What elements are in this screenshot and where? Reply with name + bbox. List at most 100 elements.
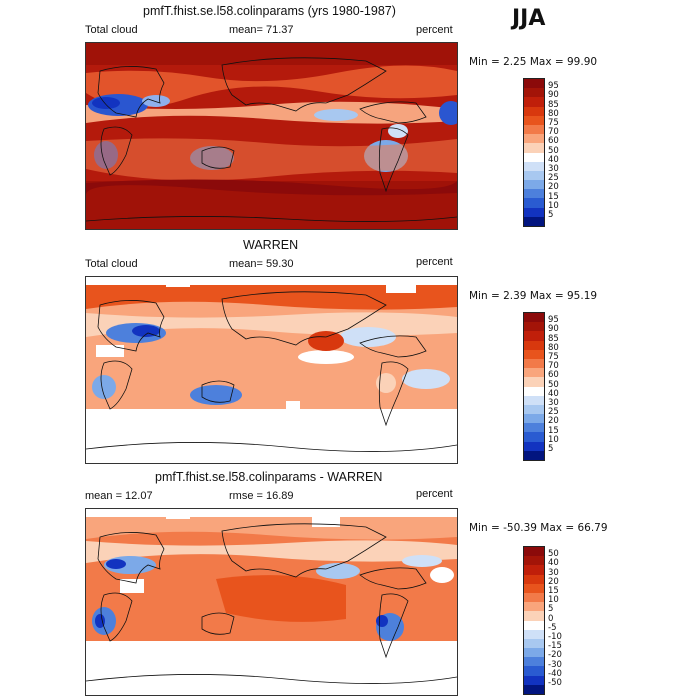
colorbar-swatch [524,404,544,415]
colorbar-tick-label: 30 [548,164,559,174]
panel-3-rmse-label: rmse = 16.89 [229,490,294,502]
colorbar-tick-label: 15 [548,425,559,436]
colorbar-tick-label: 85 [548,333,559,344]
colorbar-swatch [524,198,544,208]
colorbar-tick-label: -30 [548,659,562,670]
panel-2-variable-label: Total cloud [85,258,138,270]
colorbar-tick-label: 40 [548,388,559,399]
colorbar-tick-label: 10 [548,200,559,211]
colorbar-swatch [524,386,544,396]
colorbar-swatch [524,322,544,332]
colorbar-swatch [524,377,544,387]
colorbar-swatch [524,547,544,557]
colorbar-tick-label: 0 [548,613,554,624]
colorbar-tick-label: 30 [548,567,559,578]
colorbar-swatch [524,106,544,116]
panel-2-mean-label: mean= 59.30 [229,258,294,270]
colorbar-swatch [524,180,544,190]
colorbar-tick-label: 10 [548,595,559,606]
colorbar-tick-label: -20 [548,650,562,661]
season-label: JJA [512,6,546,31]
colorbar-tick-label: -15 [548,641,562,652]
colorbar-swatch [524,648,544,658]
colorbar-swatch [524,583,544,593]
colorbar-swatch [524,368,544,378]
colorbar-tick-label: -50 [548,678,562,688]
panel-2-colorbar [523,312,545,461]
colorbar-swatch [524,629,544,639]
panel-1-variable-label: Total cloud [85,24,138,36]
colorbar-swatch [524,358,544,369]
colorbar-swatch [524,134,544,144]
colorbar-tick-label: 70 [548,127,559,138]
colorbar-tick-label: 10 [548,434,559,445]
colorbar-tick-label: 15 [548,191,559,202]
colorbar-tick-label: 50 [548,145,559,156]
colorbar-swatch [524,414,544,424]
colorbar-swatch [524,331,544,341]
colorbar-swatch [524,441,544,451]
colorbar-tick-label: 25 [548,407,559,418]
colorbar-swatch [524,79,544,89]
colorbar-swatch [524,675,544,685]
colorbar-swatch [524,115,544,125]
panel-1-coastlines [86,57,457,222]
panel-2-coastlines [86,291,457,452]
colorbar-swatch [524,207,544,217]
colorbar-swatch [524,423,544,433]
colorbar-tick-label: 80 [548,342,559,353]
panel-1-map [85,42,458,230]
panel-3-map [85,508,458,696]
colorbar-tick-label: 40 [548,154,559,165]
colorbar-tick-label: 95 [548,315,559,326]
colorbar-swatch [524,574,544,584]
panel-1-minmax: Min = 2.25 Max = 99.90 [469,56,598,68]
colorbar-swatch [524,216,544,226]
panel-3-minmax: Min = -50.39 Max = 66.79 [469,522,608,534]
colorbar-tick-label: 50 [548,379,559,390]
panel-2-map [85,276,458,464]
colorbar-swatch [524,666,544,676]
colorbar-swatch [524,450,544,460]
colorbar-tick-label: 90 [548,90,559,101]
panel-1-colorbar [523,78,545,227]
colorbar-tick-label: 5 [548,604,554,615]
colorbar-tick-label: 75 [548,352,559,362]
colorbar-swatch [524,124,544,135]
colorbar-swatch [524,657,544,667]
panel-2-cloud-field [86,277,457,463]
colorbar-tick-label: 95 [548,81,559,92]
colorbar-swatch [524,565,544,575]
colorbar-tick-label: 40 [548,558,559,569]
panel-3-coastlines [86,523,457,684]
panel-3-mean-label: mean = 12.07 [85,490,153,502]
colorbar-swatch [524,638,544,649]
colorbar-tick-label: 60 [548,370,559,381]
colorbar-tick-label: 30 [548,398,559,408]
colorbar-swatch [524,620,544,630]
panel-1-mean-label: mean= 71.37 [229,24,294,36]
colorbar-tick-label: 75 [548,118,559,128]
panel-2-units-label: percent [416,256,453,268]
colorbar-swatch [524,189,544,199]
panel-2-title: WARREN [243,238,299,252]
colorbar-swatch [524,170,544,181]
colorbar-tick-label: 60 [548,136,559,147]
colorbar-swatch [524,313,544,323]
panel-3-difference-field [86,509,457,695]
panel-3-colorbar [523,546,545,695]
panel-1-units-label: percent [416,24,453,36]
panel-3-units-label: percent [416,488,453,500]
colorbar-swatch [524,143,544,153]
colorbar-swatch [524,592,544,603]
colorbar-tick-label: 5 [548,444,554,454]
panel-1-title: pmfT.fhist.se.l58.colinparams (yrs 1980-… [143,4,396,18]
colorbar-tick-label: 25 [548,173,559,184]
colorbar-swatch [524,349,544,359]
colorbar-tick-label: -10 [548,632,562,642]
colorbar-tick-label: 20 [548,416,559,427]
colorbar-tick-label: 50 [548,549,559,560]
colorbar-tick-label: 85 [548,99,559,110]
colorbar-tick-label: 15 [548,586,559,596]
colorbar-tick-label: 90 [548,324,559,335]
